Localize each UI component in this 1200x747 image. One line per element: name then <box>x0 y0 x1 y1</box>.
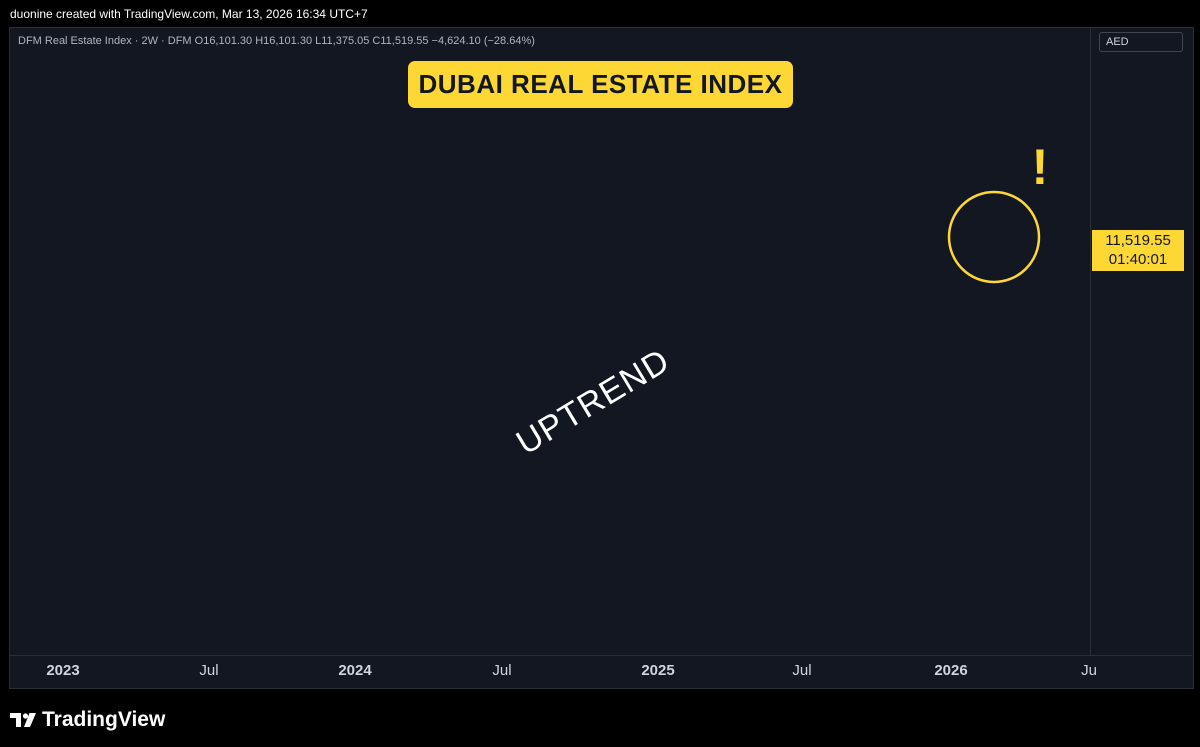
time-axis-tick: 2024 <box>338 662 372 679</box>
chart-title-callout: DUBAI REAL ESTATE INDEX <box>408 61 793 108</box>
chart-caption: duonine created with TradingView.com, Ma… <box>10 7 368 21</box>
tradingview-logo[interactable]: TradingView <box>10 708 165 732</box>
time-axis-tick: Ju <box>1081 662 1097 679</box>
currency-button[interactable]: AED <box>1099 32 1183 52</box>
time-axis-tick: 2023 <box>46 662 80 679</box>
chart-frame <box>9 27 1194 689</box>
time-axis-tick: 2025 <box>641 662 675 679</box>
last-price-value: 11,519.55 <box>1105 232 1171 249</box>
tradingview-logo-text: TradingView <box>42 708 166 731</box>
symbol-legend: DFM Real Estate Index · 2W · DFM O16,101… <box>18 35 535 47</box>
time-axis-tick: Jul <box>792 662 812 679</box>
bar-countdown: 01:40:01 <box>1108 251 1168 268</box>
time-axis-tick: 2026 <box>934 662 968 679</box>
time-axis-tick: Jul <box>492 662 512 679</box>
last-price-tag: 11,519.55 01:40:01 <box>1092 230 1184 271</box>
time-axis-separator <box>10 655 1192 656</box>
exclamation-mark: ! <box>1031 139 1049 195</box>
time-axis-tick: Jul <box>199 662 219 679</box>
tradingview-logo-icon <box>10 713 36 727</box>
highlight-circle <box>947 190 1041 284</box>
price-axis-separator <box>1090 28 1091 655</box>
